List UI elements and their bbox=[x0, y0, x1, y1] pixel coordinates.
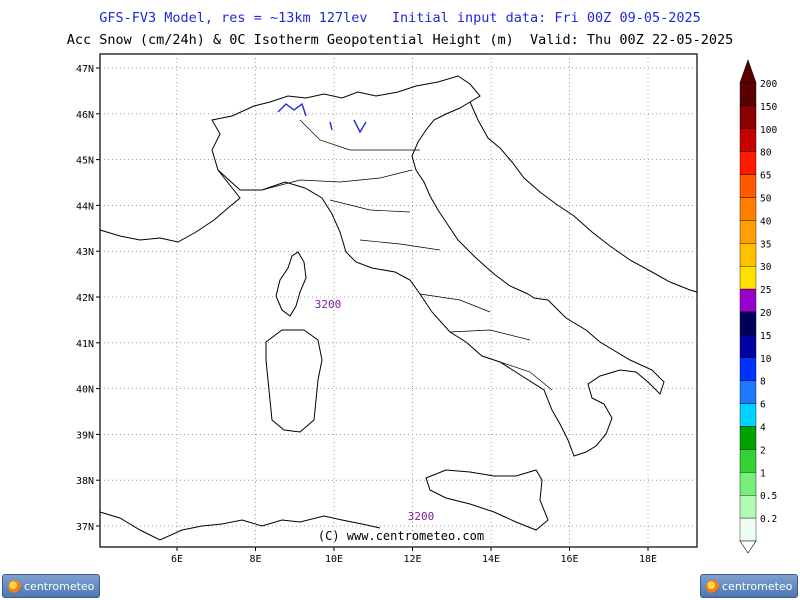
legend-label: 20 bbox=[760, 308, 772, 319]
lat-label: 45N bbox=[76, 156, 94, 167]
header-line-2: Acc Snow (cm/24h) & 0C Isotherm Geopoten… bbox=[66, 32, 734, 48]
lon-label: 18E bbox=[639, 554, 657, 565]
isotherm-contour-south bbox=[430, 300, 572, 547]
legend-label: 50 bbox=[760, 194, 772, 205]
logo-text: centrometeo bbox=[24, 579, 95, 593]
italy-east-coast bbox=[411, 101, 529, 295]
alps-border bbox=[211, 75, 481, 171]
legend-swatch bbox=[739, 472, 757, 496]
legend-swatch bbox=[739, 357, 757, 381]
lon-label: 10E bbox=[325, 554, 343, 565]
centrometeo-logo-left[interactable]: centrometeo bbox=[2, 574, 100, 598]
legend-swatch bbox=[739, 82, 757, 107]
legend-swatch bbox=[739, 220, 757, 244]
legend-label: 35 bbox=[760, 239, 771, 250]
header-line-1: GFS-FV3 Model, res = ~13km 127lev Initia… bbox=[99, 10, 701, 26]
isotherm-contour-west bbox=[100, 240, 280, 547]
lat-label: 46N bbox=[76, 110, 94, 121]
lat-label: 38N bbox=[76, 476, 94, 487]
alpine-lakes bbox=[277, 102, 367, 134]
legend-label: 0.2 bbox=[760, 514, 777, 525]
legend-swatch bbox=[739, 128, 757, 152]
lat-label: 39N bbox=[76, 430, 94, 441]
isotherm-contours bbox=[100, 54, 697, 547]
legend-swatch bbox=[739, 105, 757, 130]
isotherm-contour-ionian bbox=[620, 372, 666, 398]
lon-label: 8E bbox=[249, 554, 261, 565]
legend-label: 2 bbox=[760, 445, 766, 456]
legend-label: 8 bbox=[760, 377, 766, 388]
legend-swatch bbox=[739, 151, 757, 175]
lat-label: 47N bbox=[76, 64, 94, 75]
sardinia bbox=[265, 329, 323, 433]
lat-label: 40N bbox=[76, 385, 94, 396]
graticule bbox=[96, 54, 697, 551]
sicily bbox=[425, 469, 549, 531]
legend-swatch bbox=[739, 243, 757, 267]
contour-label: 3200 bbox=[408, 510, 435, 523]
legend-label: 80 bbox=[760, 148, 772, 159]
lat-label: 42N bbox=[76, 293, 94, 304]
lon-label: 6E bbox=[171, 554, 183, 565]
legend-label: 1 bbox=[760, 468, 766, 479]
legend-label: 30 bbox=[760, 262, 772, 273]
balkan-coast bbox=[469, 101, 698, 293]
lon-label: 16E bbox=[560, 554, 578, 565]
legend-swatch bbox=[739, 266, 757, 290]
logo-text: centrometeo bbox=[722, 579, 793, 593]
lon-label: 14E bbox=[482, 554, 500, 565]
legend-label: 65 bbox=[760, 171, 771, 182]
legend-swatch bbox=[739, 449, 757, 473]
legend-swatch bbox=[739, 174, 757, 198]
lat-label: 41N bbox=[76, 339, 94, 350]
legend-label: 25 bbox=[760, 285, 771, 296]
copyright-text: (C) www.centrometeo.com bbox=[318, 529, 484, 543]
legend-bottom-arrow bbox=[739, 540, 757, 554]
centrometeo-logo-right[interactable]: centrometeo bbox=[700, 574, 798, 598]
coastlines bbox=[99, 75, 698, 541]
legend-label: 6 bbox=[760, 400, 766, 411]
france-coast bbox=[99, 169, 241, 243]
map-frame bbox=[99, 53, 698, 548]
legend-label: 200 bbox=[760, 79, 777, 90]
legend-swatch bbox=[739, 288, 757, 313]
legend-swatch bbox=[739, 495, 757, 519]
isotherm-contour-north bbox=[100, 54, 460, 304]
legend-top-arrow bbox=[739, 59, 757, 84]
longitude-labels: 6E 8E 10E 12E 14E 16E 18E bbox=[171, 554, 657, 565]
regional-borders bbox=[261, 119, 553, 391]
legend-colorbar: 200 150 100 80 65 50 40 35 30 25 20 15 10 8 6 4 2 1 0.5 0.2 bbox=[739, 59, 777, 554]
legend-swatch bbox=[739, 426, 757, 450]
legend-swatch bbox=[739, 334, 757, 358]
legend-swatch bbox=[739, 517, 757, 542]
africa-coast bbox=[99, 511, 381, 541]
legend-label: 150 bbox=[760, 102, 777, 113]
italy-west-coast bbox=[217, 169, 665, 457]
lat-label: 37N bbox=[76, 522, 94, 533]
legend-label: 15 bbox=[760, 331, 771, 342]
legend-label: 10 bbox=[760, 354, 772, 365]
lat-label: 43N bbox=[76, 247, 94, 258]
latitude-labels: 47N 46N 45N 44N 43N 42N 41N 40N 39N 38N 37N bbox=[76, 64, 94, 533]
legend-label: 100 bbox=[760, 125, 777, 136]
corsica bbox=[275, 251, 307, 317]
legend-swatch bbox=[739, 380, 757, 404]
centrometeo-logo-icon bbox=[8, 579, 21, 593]
legend-swatch bbox=[739, 197, 757, 221]
legend-label: 40 bbox=[760, 216, 772, 227]
legend-swatch bbox=[739, 311, 757, 336]
lon-label: 12E bbox=[403, 554, 421, 565]
lat-label: 44N bbox=[76, 201, 94, 212]
legend-label: 4 bbox=[760, 423, 766, 434]
legend-label: 0.5 bbox=[760, 491, 777, 502]
contour-label: 3200 bbox=[315, 298, 342, 311]
isotherm-closed-contour bbox=[187, 456, 213, 476]
centrometeo-logo-icon bbox=[706, 579, 719, 593]
legend-swatch bbox=[739, 403, 757, 427]
